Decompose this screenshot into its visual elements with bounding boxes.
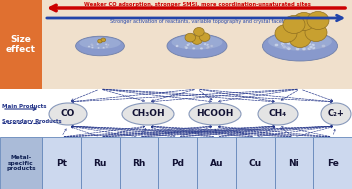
Text: C₂+: C₂+: [328, 109, 345, 119]
Ellipse shape: [107, 44, 109, 46]
Text: Secondary Products: Secondary Products: [2, 119, 62, 123]
Ellipse shape: [305, 23, 327, 42]
FancyBboxPatch shape: [0, 89, 352, 137]
Ellipse shape: [106, 46, 108, 48]
Ellipse shape: [185, 47, 188, 49]
Ellipse shape: [192, 47, 195, 50]
Text: CO: CO: [61, 109, 75, 119]
FancyBboxPatch shape: [313, 137, 352, 189]
Ellipse shape: [184, 46, 188, 48]
Ellipse shape: [321, 44, 326, 48]
Ellipse shape: [287, 42, 291, 45]
Ellipse shape: [258, 103, 298, 125]
Text: Pd: Pd: [171, 159, 184, 167]
Ellipse shape: [282, 45, 287, 49]
Ellipse shape: [274, 43, 278, 46]
Ellipse shape: [287, 47, 291, 50]
FancyBboxPatch shape: [197, 137, 236, 189]
Ellipse shape: [307, 47, 312, 50]
Ellipse shape: [210, 45, 213, 47]
Ellipse shape: [105, 43, 108, 45]
Ellipse shape: [289, 29, 311, 47]
Ellipse shape: [282, 44, 286, 48]
Ellipse shape: [311, 43, 315, 46]
Text: Ru: Ru: [93, 159, 107, 167]
Text: CH₄: CH₄: [269, 109, 287, 119]
Ellipse shape: [192, 36, 202, 44]
Text: Au: Au: [210, 159, 223, 167]
Ellipse shape: [307, 12, 329, 29]
Ellipse shape: [90, 43, 93, 46]
FancyBboxPatch shape: [0, 0, 42, 89]
Text: Main Products: Main Products: [2, 105, 46, 109]
Ellipse shape: [98, 39, 102, 43]
Ellipse shape: [263, 31, 338, 61]
Ellipse shape: [79, 37, 121, 49]
Ellipse shape: [311, 46, 315, 50]
Ellipse shape: [102, 47, 105, 49]
Ellipse shape: [49, 103, 87, 125]
Ellipse shape: [187, 43, 191, 45]
Ellipse shape: [96, 43, 99, 45]
Text: Stronger activation of reactants, variable topography and crystal facet: Stronger activation of reactants, variab…: [110, 19, 284, 24]
Ellipse shape: [91, 44, 94, 46]
Ellipse shape: [275, 25, 297, 43]
Ellipse shape: [321, 103, 351, 125]
Ellipse shape: [122, 103, 174, 125]
FancyBboxPatch shape: [158, 137, 197, 189]
Ellipse shape: [185, 33, 196, 42]
Ellipse shape: [293, 12, 315, 30]
FancyBboxPatch shape: [42, 137, 81, 189]
FancyBboxPatch shape: [0, 137, 42, 189]
Ellipse shape: [203, 43, 207, 45]
Ellipse shape: [167, 34, 227, 58]
FancyBboxPatch shape: [81, 137, 119, 189]
FancyBboxPatch shape: [42, 0, 352, 89]
Ellipse shape: [191, 42, 195, 45]
Text: Size
effect: Size effect: [6, 35, 36, 54]
Text: Pt: Pt: [56, 159, 67, 167]
Text: Metal-
specific
products: Metal- specific products: [6, 155, 36, 171]
Ellipse shape: [294, 41, 298, 45]
Ellipse shape: [302, 41, 307, 45]
Ellipse shape: [106, 45, 108, 47]
Ellipse shape: [309, 45, 313, 49]
Ellipse shape: [88, 46, 90, 48]
Ellipse shape: [206, 44, 209, 46]
Ellipse shape: [199, 33, 210, 41]
Ellipse shape: [268, 33, 332, 50]
Text: Cu: Cu: [249, 159, 262, 167]
Text: Rh: Rh: [132, 159, 146, 167]
FancyBboxPatch shape: [275, 137, 313, 189]
Ellipse shape: [175, 45, 179, 47]
Text: Fe: Fe: [327, 159, 339, 167]
Ellipse shape: [286, 46, 290, 50]
Ellipse shape: [283, 15, 305, 33]
Text: Weaker CO adsorption, stronger SMSI, more coordination-unsaturated sites: Weaker CO adsorption, stronger SMSI, mor…: [83, 2, 310, 7]
Ellipse shape: [200, 47, 203, 50]
Ellipse shape: [97, 47, 100, 49]
Ellipse shape: [302, 47, 306, 50]
Ellipse shape: [91, 46, 94, 49]
Ellipse shape: [171, 35, 222, 50]
Ellipse shape: [76, 36, 124, 56]
Text: CH₃OH: CH₃OH: [131, 109, 165, 119]
Ellipse shape: [207, 46, 210, 48]
Ellipse shape: [189, 103, 241, 125]
Ellipse shape: [307, 43, 311, 46]
Ellipse shape: [281, 43, 285, 46]
Text: Ni: Ni: [289, 159, 299, 167]
FancyBboxPatch shape: [236, 137, 275, 189]
Ellipse shape: [186, 44, 189, 46]
Ellipse shape: [101, 38, 106, 42]
Ellipse shape: [206, 47, 209, 49]
Text: HCOOH: HCOOH: [196, 109, 234, 119]
Ellipse shape: [296, 47, 300, 50]
FancyBboxPatch shape: [119, 137, 158, 189]
Ellipse shape: [198, 42, 202, 45]
Ellipse shape: [303, 42, 308, 45]
Ellipse shape: [194, 28, 204, 36]
